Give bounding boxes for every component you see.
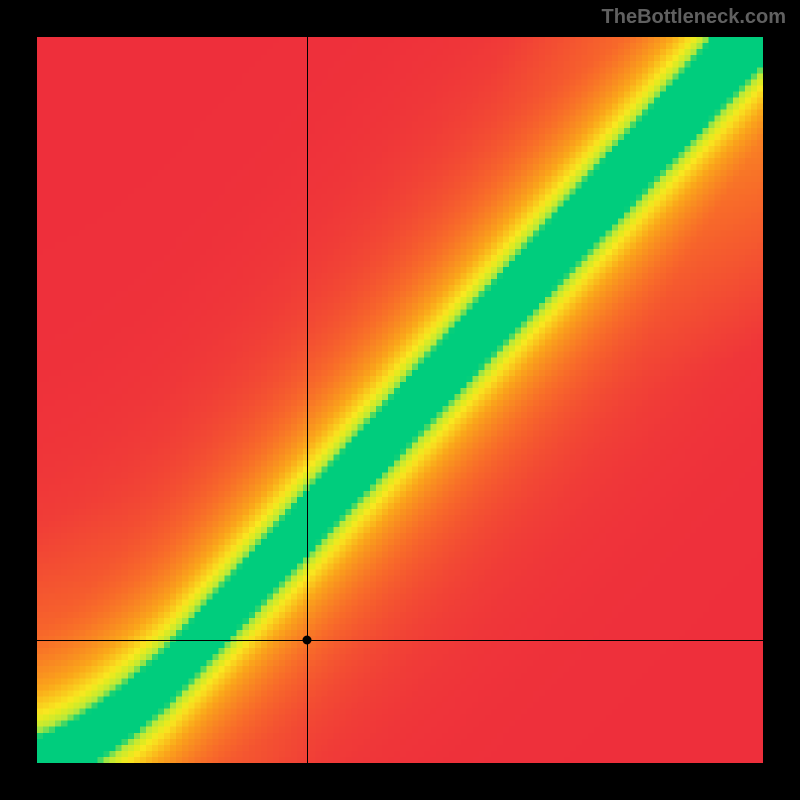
watermark-text: TheBottleneck.com — [602, 6, 786, 29]
heatmap-canvas — [37, 37, 763, 763]
crosshair-marker — [303, 635, 312, 644]
plot-area — [37, 37, 763, 763]
crosshair-vertical — [307, 37, 308, 763]
crosshair-horizontal — [37, 640, 763, 641]
